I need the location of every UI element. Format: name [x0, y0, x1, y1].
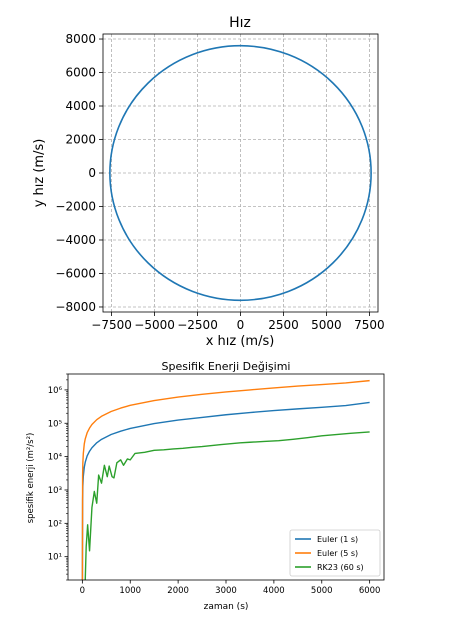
y-tick-label: −2000: [55, 199, 96, 213]
x-tick-label: 7500: [354, 318, 385, 332]
y-tick-label: −6000: [55, 266, 96, 280]
series-line-euler-1-s: [81, 401, 370, 580]
x-axis-label: x hız (m/s): [206, 334, 275, 349]
x-tick-label: 6000: [359, 586, 381, 596]
y-tick-label: 0: [88, 166, 96, 180]
y-tick-label: 6000: [65, 66, 96, 80]
x-tick-label: 0: [80, 586, 85, 596]
chart-title: Spesifik Enerji Değişimi: [162, 360, 291, 373]
y-axis-ticks: −8000 −6000 −4000 −2000 0 2000 4000 6000 8000: [55, 32, 103, 314]
y-tick-label: 10¹: [48, 553, 62, 563]
y-tick-label: −4000: [55, 233, 96, 247]
energy-chart: Spesifik Enerji Değişimi 0 1000 2000 3000 40…: [26, 360, 385, 612]
velocity-chart: Hız −7500 −5000 −2500 0 2500 5000 7500 −8000 −6…: [32, 15, 385, 349]
series-line-euler-5-s: [81, 379, 370, 580]
y-tick-label: 10²: [48, 519, 62, 529]
y-tick-label: 4000: [65, 99, 96, 113]
y-tick-label: 2000: [65, 133, 96, 147]
x-tick-label: 1000: [119, 586, 141, 596]
y-tick-label: 10³: [48, 486, 62, 496]
legend-label: Euler (1 s): [317, 535, 358, 544]
legend: Euler (1 s) Euler (5 s) RK23 (60 s): [289, 529, 381, 577]
x-tick-label: 0: [237, 318, 245, 332]
grid: [103, 34, 378, 312]
x-tick-label: −5000: [134, 318, 175, 332]
x-tick-label: 2500: [268, 318, 299, 332]
y-tick-label: 10⁵: [48, 419, 62, 429]
x-tick-label: 2000: [167, 586, 189, 596]
y-axis-ticks: 10¹ 10² 10³ 10⁴ 10⁵ 10⁶: [48, 373, 68, 581]
x-axis-label: zaman (s): [204, 602, 249, 612]
series-line-rk23-60-s: [84, 431, 370, 580]
y-axis-label: spesifik enerji (m²/s²): [26, 433, 36, 524]
x-tick-label: 5000: [311, 586, 333, 596]
velocity-orbit-line: [109, 44, 372, 302]
y-tick-label: 10⁶: [48, 386, 63, 396]
x-tick-label: 3000: [215, 586, 237, 596]
plot-area: [81, 379, 370, 580]
x-tick-label: −7500: [91, 318, 132, 332]
x-tick-label: −2500: [177, 318, 218, 332]
x-tick-label: 5000: [311, 318, 342, 332]
x-tick-label: 4000: [263, 586, 285, 596]
y-tick-label: −8000: [55, 300, 96, 314]
legend-box: [289, 529, 381, 577]
y-tick-label: 8000: [65, 32, 96, 46]
y-axis-label: y hız (m/s): [32, 139, 47, 208]
x-axis-ticks: −7500 −5000 −2500 0 2500 5000 7500: [91, 312, 385, 332]
x-axis-ticks: 0 1000 2000 3000 4000 5000 6000: [80, 580, 381, 596]
y-tick-label: 10⁴: [48, 453, 63, 463]
legend-label: RK23 (60 s): [317, 563, 364, 572]
legend-label: Euler (5 s): [317, 549, 358, 558]
chart-title: Hız: [229, 15, 251, 31]
plot-area: [109, 44, 372, 302]
